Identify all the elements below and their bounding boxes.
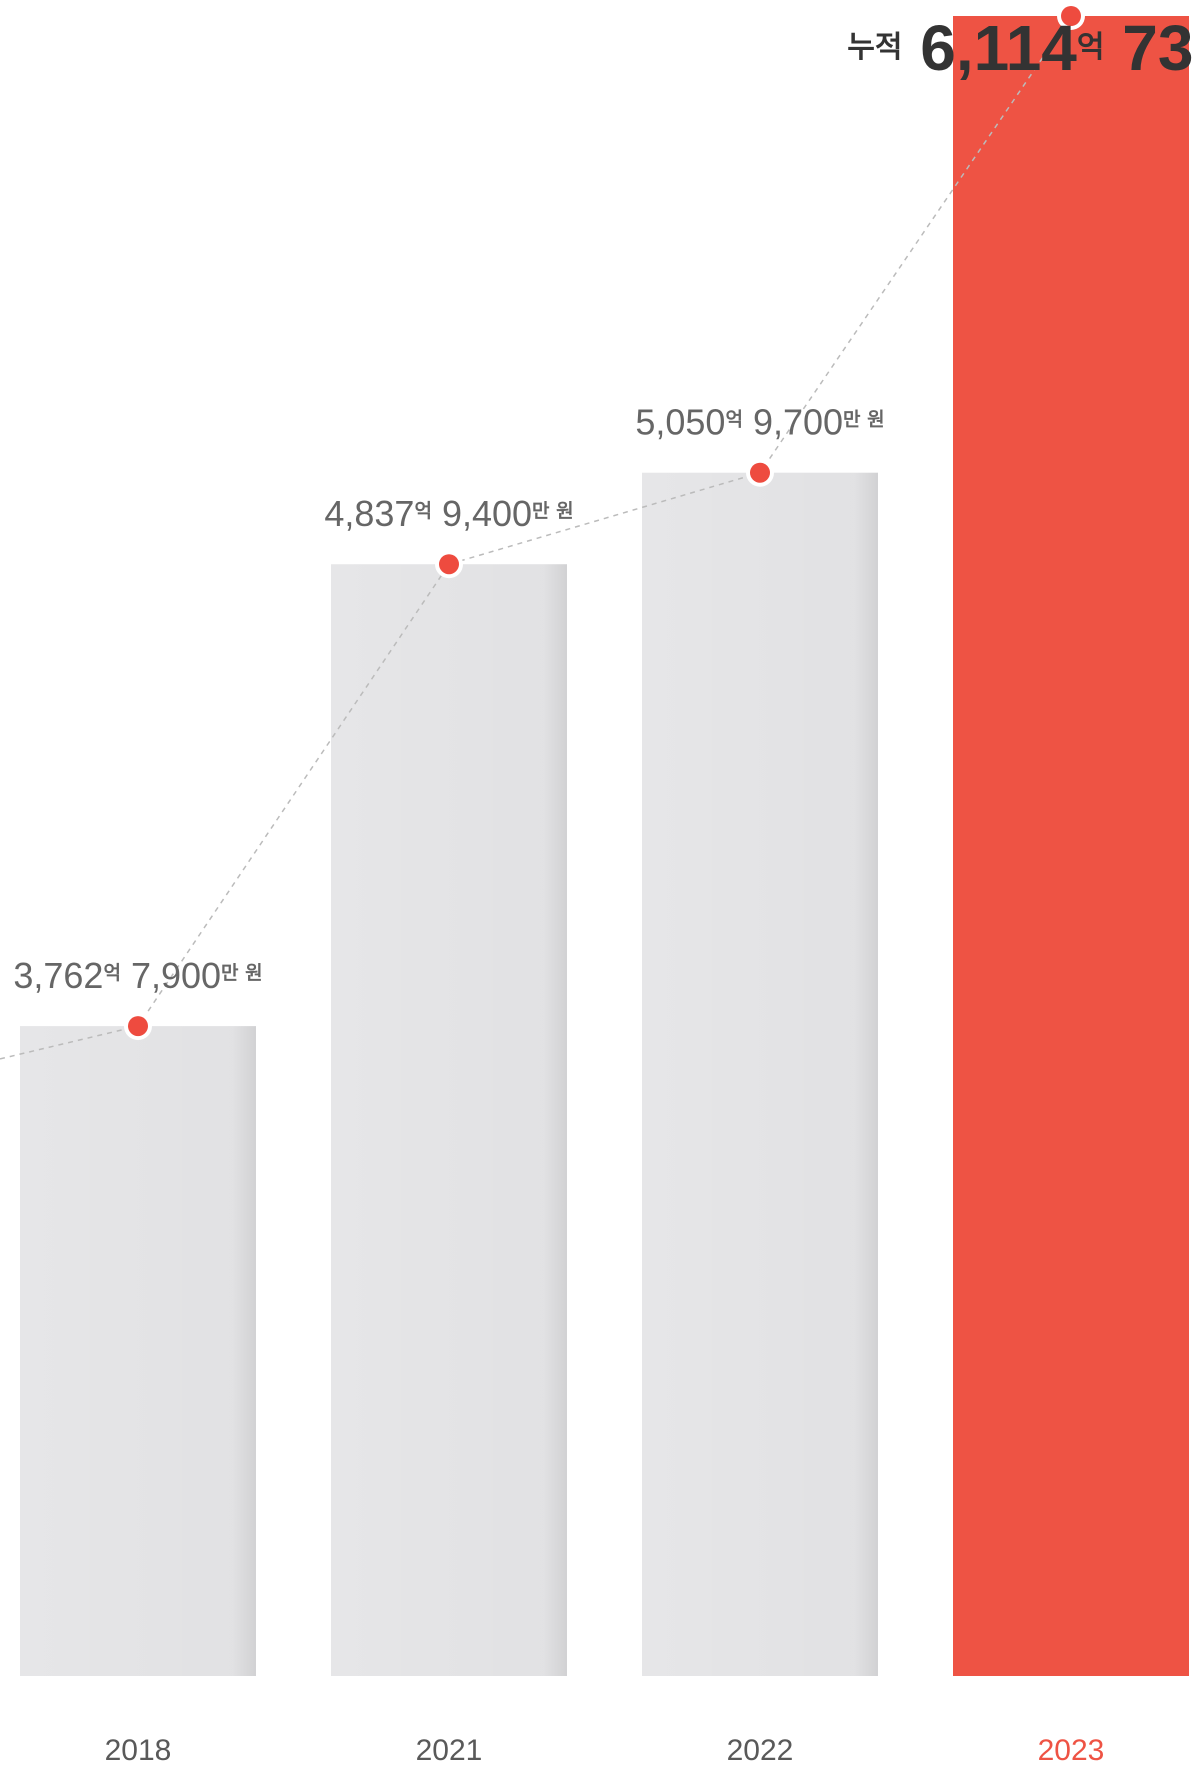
bar-shade-2021 — [331, 564, 567, 1676]
year-label-2018: 2018 — [105, 1734, 172, 1767]
value-label-2022: 5,050억 9,700만 원 — [635, 402, 884, 443]
year-label-2023: 2023 — [1038, 1734, 1105, 1767]
value-label-2021: 4,837억 9,400만 원 — [324, 493, 573, 534]
value-labels-layer: 3,762억 7,900만 원 4,837억 9,400만 원 5,050억 9,7… — [13, 12, 1192, 996]
year-labels-layer: 2018 2021 2022 2023 — [105, 1734, 1105, 1767]
year-label-2021: 2021 — [416, 1734, 483, 1767]
markers-layer — [124, 2, 1085, 1041]
bar-2023 — [953, 16, 1189, 1676]
marker-2021 — [439, 554, 459, 575]
bars-layer — [20, 16, 1189, 1677]
year-label-2022: 2022 — [727, 1734, 794, 1767]
marker-2022 — [750, 462, 770, 483]
bar-shade-2022 — [642, 472, 878, 1677]
marker-2018 — [128, 1016, 148, 1037]
bar-shade-2018 — [20, 1026, 256, 1676]
value-label-2018: 3,762억 7,900만 원 — [13, 955, 262, 996]
marker-2023 — [1061, 6, 1081, 26]
trend-line-layer — [0, 15, 1072, 1060]
trend-line — [0, 15, 1072, 1060]
value-label-2023: 누적 6,114억 734만 원 — [847, 12, 1192, 84]
